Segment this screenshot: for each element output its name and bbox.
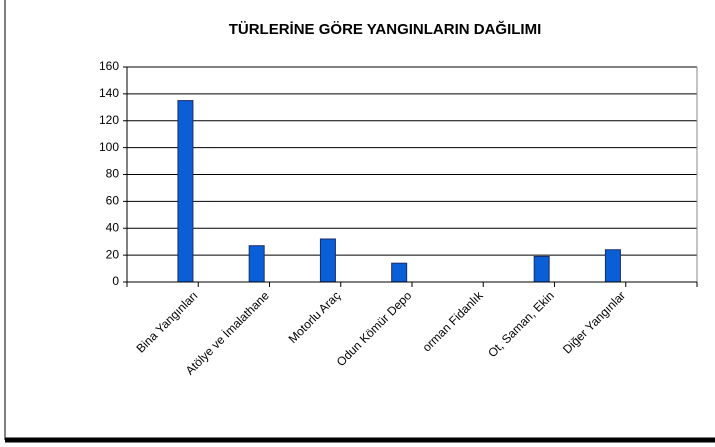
bar bbox=[533, 255, 550, 283]
bar bbox=[604, 249, 621, 283]
x-tick-label: Bina Yangınları bbox=[133, 288, 200, 355]
y-tick-label: 120 bbox=[99, 113, 119, 127]
y-tick-label: 60 bbox=[106, 194, 120, 208]
bar bbox=[319, 238, 336, 283]
x-tick-label: Ot, Saman, Ekin bbox=[485, 288, 557, 360]
y-tick-label: 20 bbox=[106, 247, 120, 261]
y-tick-label: 160 bbox=[99, 59, 119, 73]
bar bbox=[391, 262, 408, 283]
y-tick-label: 80 bbox=[106, 167, 120, 181]
y-tick-label: 100 bbox=[99, 140, 119, 154]
x-tick-label: Odun Kömür Depo bbox=[334, 288, 415, 369]
x-tick-label: orman Fidanlık bbox=[420, 288, 487, 355]
x-tick-label: Motorlu Araç bbox=[286, 288, 344, 346]
x-tick-label: Diğer Yangınlar bbox=[560, 288, 628, 356]
y-tick-label: 40 bbox=[106, 220, 120, 234]
bar bbox=[177, 100, 194, 283]
y-tick-label: 0 bbox=[112, 274, 119, 288]
y-tick-label: 140 bbox=[99, 86, 119, 100]
bar bbox=[248, 245, 265, 283]
chart-title: TÜRLERİNE GÖRE YANGINLARIN DAĞILIMI bbox=[229, 20, 542, 38]
